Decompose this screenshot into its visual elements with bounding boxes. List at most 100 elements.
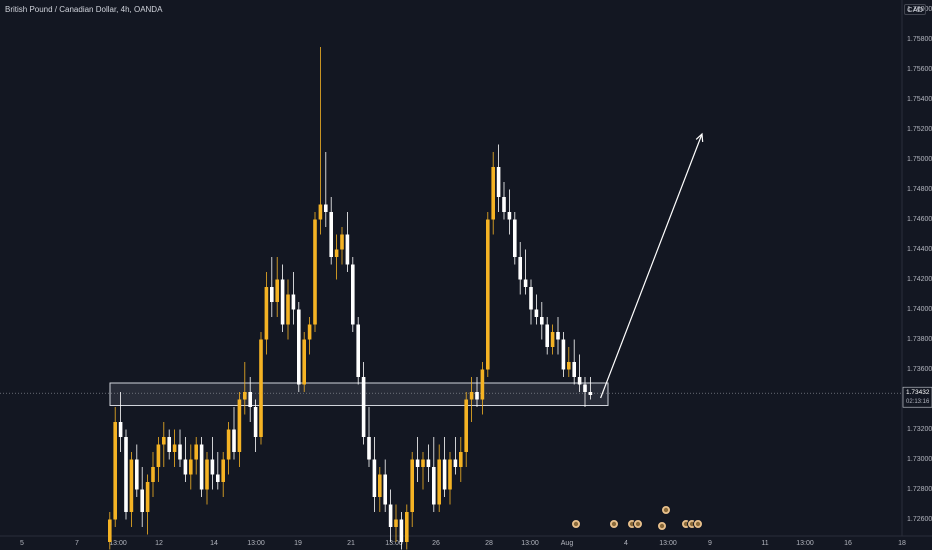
candle-body[interactable] <box>572 362 576 377</box>
candle-body[interactable] <box>324 204 328 213</box>
candle-body[interactable] <box>286 294 290 325</box>
candle-body[interactable] <box>172 444 177 453</box>
candle-body[interactable] <box>243 392 247 400</box>
candle-body[interactable] <box>183 459 188 475</box>
time-tick-label: 5 <box>20 540 24 547</box>
candle-body[interactable] <box>475 392 479 400</box>
candle-body[interactable] <box>253 407 258 437</box>
candle-body[interactable] <box>232 429 236 453</box>
candle-body[interactable] <box>226 429 231 460</box>
candle-body[interactable] <box>378 474 382 498</box>
candle-body[interactable] <box>367 437 371 460</box>
candle-body[interactable] <box>502 197 506 212</box>
candle-body[interactable] <box>135 459 139 490</box>
candle-body[interactable] <box>189 459 193 475</box>
candle-body[interactable] <box>394 519 398 528</box>
candle-body[interactable] <box>437 459 441 505</box>
candle-body[interactable] <box>491 167 495 220</box>
candle-body[interactable] <box>259 339 263 438</box>
candle-body[interactable] <box>507 212 512 220</box>
candle-body[interactable] <box>199 444 204 490</box>
candle-body[interactable] <box>345 234 350 265</box>
candle-body[interactable] <box>313 219 317 325</box>
candle-body[interactable] <box>480 369 485 400</box>
candle-body[interactable] <box>496 167 501 197</box>
candle-body[interactable] <box>469 392 474 400</box>
candle-body[interactable] <box>302 339 306 385</box>
candle-body[interactable] <box>318 204 323 220</box>
candle-body[interactable] <box>307 324 312 340</box>
candle-body[interactable] <box>264 287 269 340</box>
candle-body[interactable] <box>216 474 220 483</box>
candle-body[interactable] <box>178 444 182 460</box>
candle-body[interactable] <box>205 459 209 490</box>
candle-body[interactable] <box>151 467 155 482</box>
candle-body[interactable] <box>405 512 409 542</box>
candle-body[interactable] <box>270 287 274 302</box>
candle-body[interactable] <box>237 399 242 453</box>
candle-body[interactable] <box>561 339 566 370</box>
candle-body[interactable] <box>334 249 339 258</box>
candle-body[interactable] <box>523 279 528 288</box>
candle-body[interactable] <box>297 309 301 385</box>
candle-body[interactable] <box>464 399 468 453</box>
candle-body[interactable] <box>383 474 387 505</box>
candle-body[interactable] <box>361 377 366 437</box>
candle-body[interactable] <box>210 459 215 475</box>
candle-body[interactable] <box>426 459 431 468</box>
candle-body[interactable] <box>588 392 593 395</box>
candle-body[interactable] <box>340 234 344 250</box>
currency-label[interactable]: CAD <box>904 4 926 15</box>
candle-body[interactable] <box>329 212 333 257</box>
candle-body[interactable] <box>351 264 355 325</box>
candle-body[interactable] <box>388 504 393 528</box>
candle-body[interactable] <box>421 459 425 468</box>
candle-body[interactable] <box>167 437 171 452</box>
candle-body[interactable] <box>556 332 560 340</box>
candle-body[interactable] <box>448 459 452 490</box>
candle-body[interactable] <box>280 279 285 325</box>
candle-body[interactable] <box>108 519 112 543</box>
candle-body[interactable] <box>529 287 533 310</box>
candle-body[interactable] <box>275 279 279 303</box>
candle-body[interactable] <box>221 459 225 483</box>
candle-body[interactable] <box>248 392 252 407</box>
candle-body[interactable] <box>540 317 544 325</box>
event-marker-core <box>695 521 701 527</box>
candle-body[interactable] <box>118 422 123 437</box>
candle-body[interactable] <box>399 519 404 543</box>
candle-body[interactable] <box>194 444 198 460</box>
candle-body[interactable] <box>453 459 458 468</box>
candle-body[interactable] <box>415 459 420 468</box>
event-marker-core <box>573 521 579 527</box>
candle-body[interactable] <box>567 362 571 370</box>
support-zone-rectangle[interactable] <box>109 382 609 406</box>
candle-body[interactable] <box>513 219 517 258</box>
candle-body[interactable] <box>162 437 166 445</box>
candle-body[interactable] <box>410 459 414 513</box>
candle-body[interactable] <box>156 444 161 468</box>
candle-body[interactable] <box>129 459 134 513</box>
candle-body[interactable] <box>583 384 587 393</box>
candle-body[interactable] <box>545 324 549 348</box>
candle-body[interactable] <box>577 377 582 385</box>
candle-body[interactable] <box>113 422 117 520</box>
projection-arrow-line[interactable] <box>600 133 703 399</box>
candle-body[interactable] <box>442 459 447 490</box>
price-tick-label: 1.75600 <box>907 66 932 73</box>
candle-body[interactable] <box>372 459 377 498</box>
candle-body[interactable] <box>486 219 490 370</box>
candle-body[interactable] <box>518 257 522 280</box>
candle-body[interactable] <box>459 452 463 467</box>
candle-body[interactable] <box>145 482 150 512</box>
candle-body[interactable] <box>550 332 555 347</box>
candle-body[interactable] <box>124 437 128 512</box>
candle-body[interactable] <box>432 467 436 505</box>
candle-body[interactable] <box>291 294 296 310</box>
candle-body[interactable] <box>534 309 539 318</box>
candle-body[interactable] <box>356 324 360 378</box>
candle-body[interactable] <box>140 489 144 513</box>
time-tick-label: 21 <box>347 540 355 547</box>
